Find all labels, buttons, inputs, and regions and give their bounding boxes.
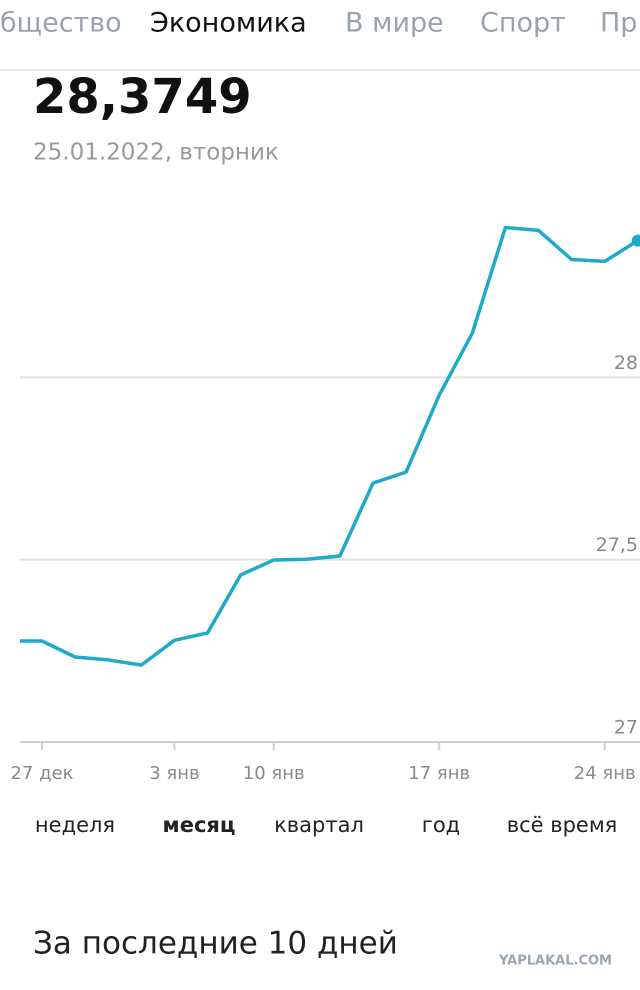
- period-button[interactable]: неделя: [35, 813, 115, 837]
- period-button[interactable]: всё время: [507, 813, 618, 837]
- plot-area: [20, 225, 639, 667]
- current-rate: 28,3749: [33, 69, 252, 125]
- x-tick-label: 3 янв: [149, 763, 199, 784]
- y-tick-label: 27,5: [596, 534, 638, 556]
- nav-tab[interactable]: Пр: [600, 8, 637, 39]
- x-tick-label: 10 янв: [243, 763, 305, 784]
- x-tick-label: 27 дек: [10, 763, 73, 784]
- x-tick-label: 17 янв: [408, 763, 470, 784]
- nav-tab[interactable]: Экономика: [150, 8, 307, 39]
- rate-line: [20, 225, 639, 667]
- nav-tab[interactable]: В мире: [345, 8, 444, 39]
- period-button[interactable]: квартал: [274, 813, 364, 837]
- nav-tab[interactable]: Спорт: [480, 8, 566, 39]
- y-tick-label: 27: [614, 717, 638, 739]
- nav-tab[interactable]: бщество: [0, 8, 122, 39]
- period-button[interactable]: год: [422, 813, 460, 837]
- section-title: За последние 10 дней: [33, 926, 398, 962]
- period-button[interactable]: месяц: [163, 813, 236, 837]
- y-tick-label: 28: [614, 352, 638, 374]
- rate-date: 25.01.2022, вторник: [33, 140, 279, 166]
- x-tick-label: 24 янв: [574, 763, 636, 784]
- last-point: [631, 234, 640, 247]
- watermark: YAPLAKAL.COM: [498, 954, 612, 969]
